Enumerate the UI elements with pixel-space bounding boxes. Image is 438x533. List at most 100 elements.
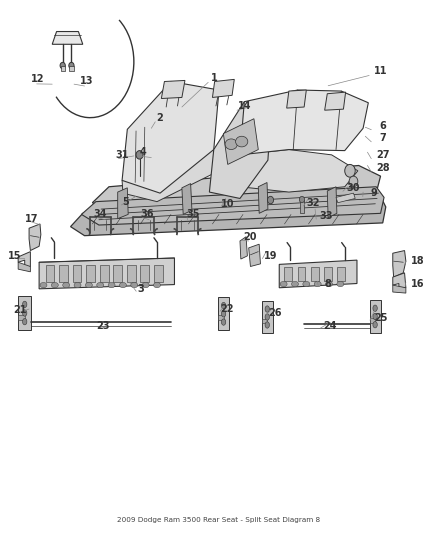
Text: 26: 26	[268, 308, 282, 318]
Polygon shape	[262, 319, 267, 324]
Text: 17: 17	[25, 214, 39, 224]
Ellipse shape	[373, 321, 377, 328]
Ellipse shape	[299, 196, 304, 203]
Text: 18: 18	[411, 256, 424, 266]
Polygon shape	[18, 252, 30, 266]
Polygon shape	[370, 300, 381, 333]
Text: 25: 25	[374, 313, 388, 323]
Ellipse shape	[22, 310, 27, 316]
Text: 23: 23	[96, 321, 110, 331]
Polygon shape	[71, 196, 386, 236]
Ellipse shape	[337, 281, 344, 287]
Bar	[59, 265, 68, 282]
Ellipse shape	[349, 176, 358, 187]
Bar	[100, 265, 109, 282]
Text: 1: 1	[211, 73, 218, 83]
Bar	[285, 266, 292, 281]
Polygon shape	[393, 273, 406, 288]
Text: 9: 9	[371, 188, 378, 198]
Polygon shape	[81, 187, 384, 225]
Polygon shape	[29, 224, 41, 251]
Text: 19: 19	[264, 251, 277, 261]
Polygon shape	[325, 92, 346, 110]
Ellipse shape	[265, 306, 269, 312]
Ellipse shape	[22, 301, 27, 308]
Polygon shape	[161, 80, 185, 99]
Ellipse shape	[373, 305, 377, 311]
Bar	[69, 66, 74, 71]
Text: 27: 27	[376, 150, 389, 160]
Text: 2009 Dodge Ram 3500 Rear Seat - Split Seat Diagram 8: 2009 Dodge Ram 3500 Rear Seat - Split Se…	[117, 516, 321, 523]
Ellipse shape	[120, 282, 127, 288]
Ellipse shape	[63, 282, 70, 288]
Text: 14: 14	[237, 101, 251, 111]
Text: 11: 11	[374, 66, 387, 76]
Polygon shape	[92, 165, 381, 213]
Ellipse shape	[314, 281, 321, 287]
Ellipse shape	[236, 136, 248, 147]
Text: 8: 8	[325, 279, 332, 288]
Polygon shape	[287, 90, 306, 108]
Bar	[141, 265, 149, 282]
Ellipse shape	[40, 282, 47, 288]
Text: 30: 30	[347, 183, 360, 193]
Polygon shape	[122, 82, 219, 193]
Text: 7: 7	[379, 133, 386, 143]
Ellipse shape	[225, 139, 237, 150]
Polygon shape	[218, 297, 229, 330]
Text: 20: 20	[243, 232, 256, 243]
Polygon shape	[240, 237, 247, 259]
Text: 35: 35	[186, 209, 200, 220]
Text: 28: 28	[376, 163, 389, 173]
Text: 24: 24	[324, 321, 337, 331]
Text: 34: 34	[93, 209, 107, 220]
Polygon shape	[218, 316, 223, 320]
Text: 5: 5	[122, 197, 128, 207]
Polygon shape	[370, 318, 375, 323]
Bar	[86, 265, 95, 282]
Ellipse shape	[142, 282, 149, 288]
Polygon shape	[336, 193, 355, 203]
Polygon shape	[212, 79, 234, 98]
Polygon shape	[262, 301, 273, 333]
Ellipse shape	[108, 282, 115, 288]
Text: 10: 10	[221, 199, 234, 209]
Text: 22: 22	[220, 304, 233, 314]
Text: 31: 31	[115, 150, 129, 160]
Bar	[113, 265, 122, 282]
Polygon shape	[279, 260, 357, 288]
Polygon shape	[118, 188, 128, 219]
Ellipse shape	[136, 151, 143, 159]
Bar	[311, 266, 318, 281]
Ellipse shape	[373, 313, 377, 320]
Polygon shape	[122, 150, 219, 201]
Ellipse shape	[265, 314, 269, 320]
Text: 2: 2	[157, 112, 163, 123]
Text: 15: 15	[8, 251, 21, 261]
Polygon shape	[327, 187, 337, 217]
Ellipse shape	[22, 318, 27, 325]
Bar	[300, 200, 304, 213]
Text: 32: 32	[306, 198, 320, 208]
Text: 4: 4	[139, 147, 146, 157]
Polygon shape	[18, 296, 31, 330]
Ellipse shape	[51, 282, 58, 288]
Bar	[337, 266, 345, 281]
Ellipse shape	[325, 281, 332, 287]
Bar	[60, 66, 65, 71]
Bar	[154, 265, 162, 282]
Ellipse shape	[97, 282, 104, 288]
Polygon shape	[52, 31, 83, 44]
Ellipse shape	[85, 282, 92, 288]
Ellipse shape	[153, 282, 160, 288]
Ellipse shape	[280, 281, 287, 287]
Text: 33: 33	[319, 211, 333, 221]
Text: 6: 6	[379, 120, 386, 131]
Ellipse shape	[268, 196, 274, 204]
Text: 3: 3	[137, 284, 144, 294]
Polygon shape	[18, 315, 25, 320]
Polygon shape	[182, 183, 192, 214]
Ellipse shape	[221, 311, 226, 317]
Polygon shape	[209, 102, 272, 198]
Bar	[297, 266, 305, 281]
